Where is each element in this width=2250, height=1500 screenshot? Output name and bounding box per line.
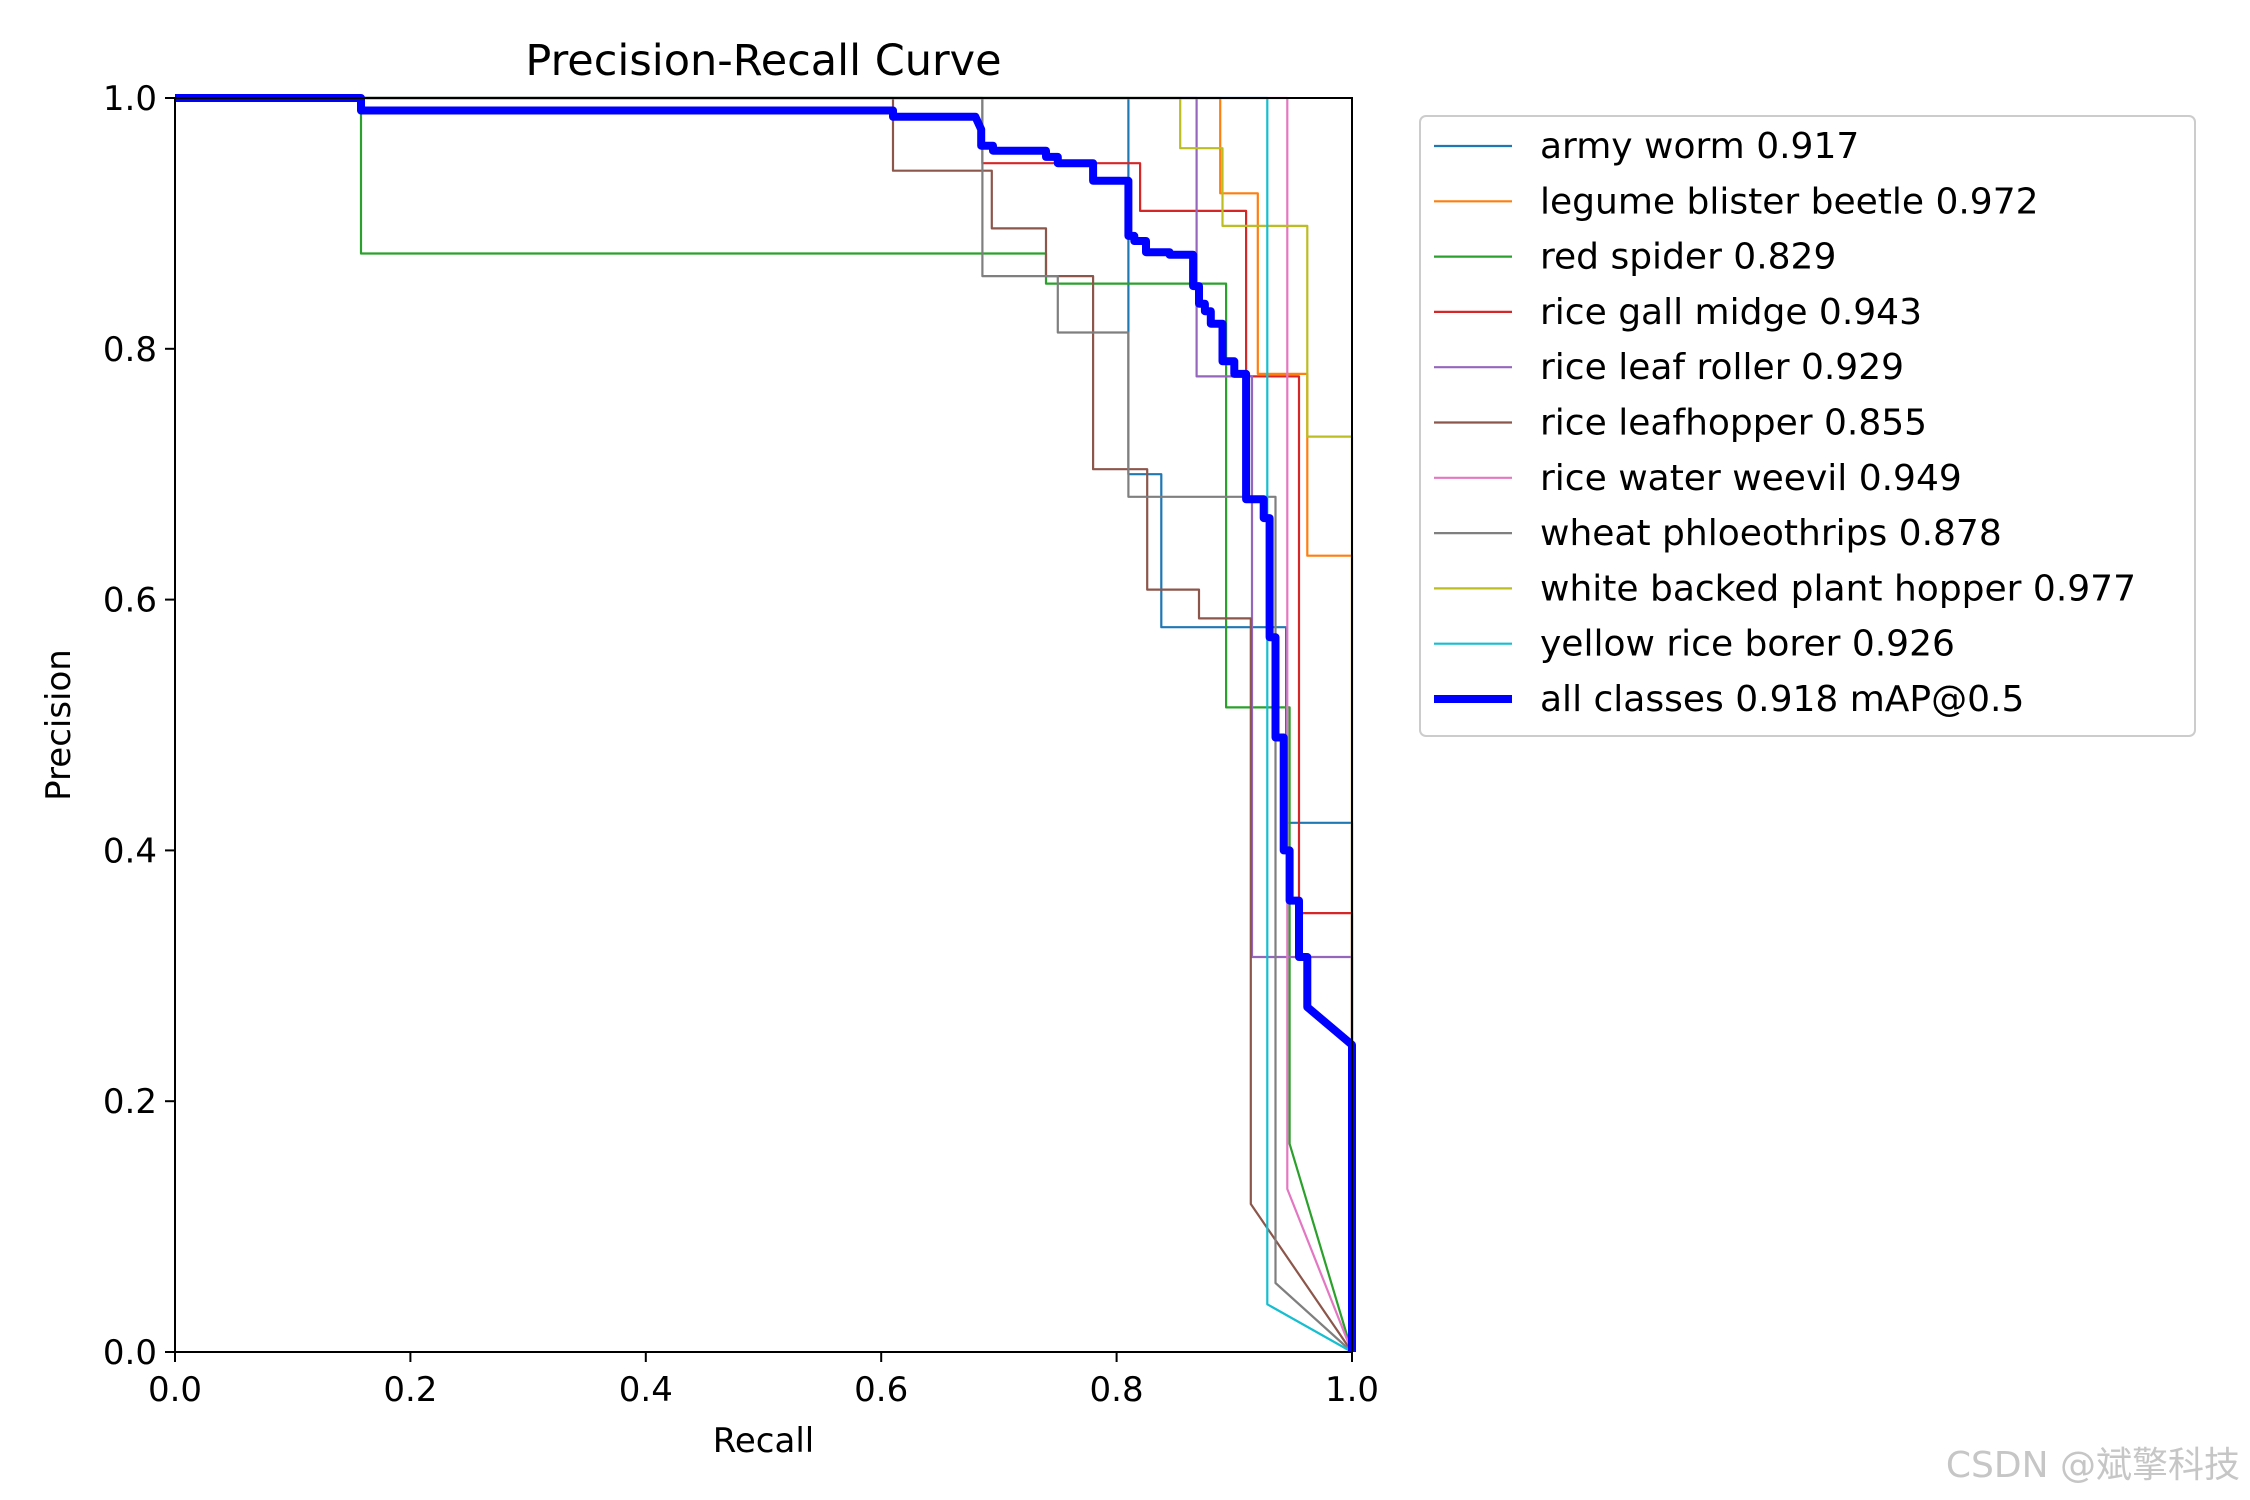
- pr-line-red-spider: [175, 96, 1354, 1353]
- legend-label-yellow-rice-borer: yellow rice borer 0.926: [1540, 624, 1955, 665]
- legend: army worm 0.917 legume blister beetle 0.9…: [1419, 115, 2196, 737]
- x-axis-title: Recall: [713, 1421, 814, 1461]
- y-tick-label: 0.0: [103, 1333, 157, 1373]
- pr-line-all-classes: [175, 94, 1356, 1352]
- x-tick-label: 0.4: [619, 1370, 673, 1410]
- legend-label-white-backed-plant-hopper: white backed plant hopper 0.977: [1540, 568, 2136, 609]
- x-axis: 0.0 0.2 0.4 0.6 0.8 1.0: [148, 1352, 1379, 1410]
- x-tick-label: 0.8: [1090, 1370, 1144, 1410]
- series-lines: [175, 94, 1356, 1353]
- legend-label-legume-blister-beetle: legume blister beetle 0.972: [1540, 181, 2039, 222]
- pr-line-white-backed-plant-hopper: [175, 96, 1354, 1352]
- legend-label-rice-leafhopper: rice leafhopper 0.855: [1540, 403, 1927, 444]
- watermark: CSDN @斌擎科技: [1945, 1445, 2240, 1486]
- legend-label-rice-leaf-roller: rice leaf roller 0.929: [1540, 347, 1904, 388]
- pr-line-rice-leafhopper: [175, 96, 1353, 1353]
- legend-label-army-worm: army worm 0.917: [1540, 126, 1859, 167]
- x-tick-label: 0.2: [383, 1370, 437, 1410]
- x-tick-label: 0.0: [148, 1370, 202, 1410]
- plot-frame: [174, 97, 1353, 1353]
- x-tick-label: 1.0: [1325, 1370, 1379, 1410]
- pr-line-legume-blister-beetle: [175, 96, 1354, 1352]
- y-tick-label: 0.4: [103, 831, 157, 871]
- legend-label-red-spider: red spider 0.829: [1540, 237, 1836, 278]
- y-tick-label: 1.0: [103, 79, 157, 119]
- y-tick-label: 0.8: [103, 330, 157, 370]
- legend-label-rice-gall-midge: rice gall midge 0.943: [1540, 292, 1922, 333]
- pr-line-wheat-phloeothrips: [175, 96, 1353, 1353]
- y-axis-title: Precision: [39, 649, 79, 801]
- legend-label-all-classes: all classes 0.918 mAP@0.5: [1540, 679, 2024, 720]
- y-tick-label: 0.6: [103, 581, 157, 621]
- legend-label-wheat-phloeothrips: wheat phloeothrips 0.878: [1540, 513, 2002, 554]
- x-tick-label: 0.6: [854, 1370, 908, 1410]
- chart-title: Precision-Recall Curve: [525, 36, 1001, 86]
- legend-frame: [1419, 115, 2196, 737]
- legend-label-rice-water-weevil: rice water weevil 0.949: [1540, 458, 1962, 499]
- y-axis: 0.0 0.2 0.4 0.6 0.8 1.0: [103, 79, 175, 1373]
- y-tick-label: 0.2: [103, 1082, 157, 1122]
